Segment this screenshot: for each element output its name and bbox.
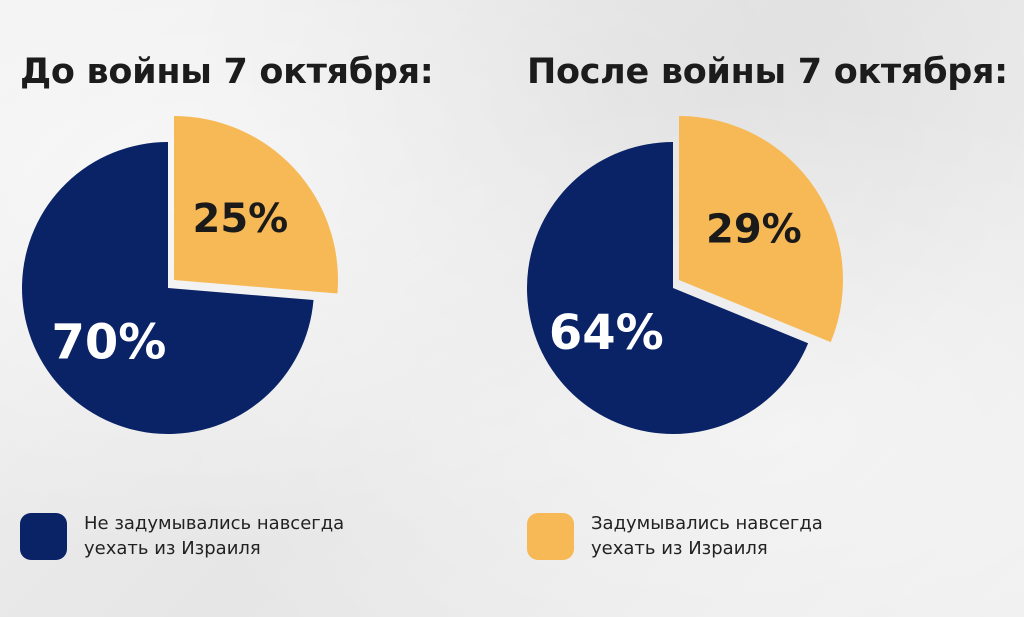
pie-slice-after-did-not-consider: [526, 142, 809, 434]
chart-title-after: После войны 7 октября:: [527, 52, 1008, 92]
legend-label-line-1: Не задумывались навсегда: [84, 513, 345, 534]
pie-slice-after-considered: [679, 116, 844, 343]
pie-label-after-considered: 29%: [706, 207, 802, 253]
legend-label-line-1: Задумывались навсегда: [591, 513, 823, 534]
pie-slice-before-considered: [174, 116, 338, 294]
pie-label-before-did-not-consider: 70%: [51, 314, 166, 370]
legend-swatch-amber: [527, 512, 574, 560]
pie-label-after-did-not-consider: 64%: [549, 305, 664, 361]
legend-label-line-2: уехать из Израиля: [591, 538, 768, 559]
pie-chart-after: 29% 64%: [526, 116, 844, 434]
pie-chart-before: 25% 70%: [21, 116, 338, 434]
legend-item-did-not-consider: Не задумывались навсегда уехать из Израи…: [20, 511, 344, 561]
pie-slice-before-did-not-consider: [21, 142, 314, 434]
legend-item-considered: Задумывались навсегда уехать из Израиля: [527, 511, 823, 561]
legend-label: Не задумывались навсегда уехать из Израи…: [84, 511, 344, 561]
legend-swatch-navy: [20, 512, 67, 560]
legend-label-line-2: уехать из Израиля: [84, 538, 261, 559]
chart-title-before: До войны 7 октября:: [20, 52, 434, 92]
legend-label: Задумывались навсегда уехать из Израиля: [591, 511, 823, 561]
pie-label-before-considered: 25%: [192, 196, 288, 242]
